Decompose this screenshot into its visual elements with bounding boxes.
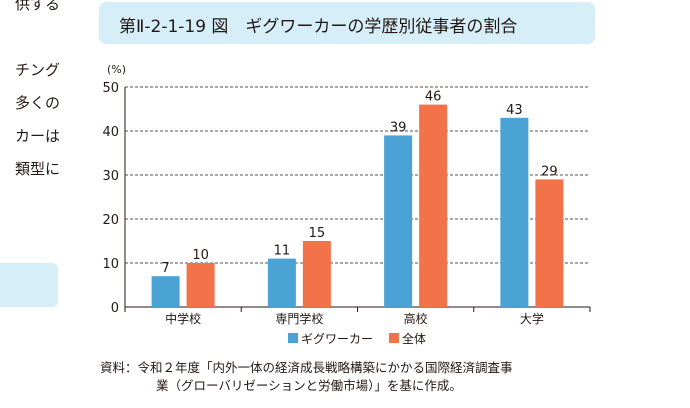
side-text-line-4: カーは xyxy=(14,127,60,145)
side-text-line-5: 類型に xyxy=(14,160,60,178)
side-text-line-1: 供する xyxy=(14,0,60,13)
y-unit-label: (%) xyxy=(107,63,126,76)
figure-title-box: 第Ⅱ-2-1-19 図 ギグワーカーの学歴別従事者の割合 xyxy=(99,2,595,44)
bar-overall xyxy=(302,241,331,307)
y-tick-label: 40 xyxy=(102,125,119,140)
data-label: 7 xyxy=(161,261,169,276)
bar-overall xyxy=(535,179,564,307)
data-label: 39 xyxy=(390,120,407,135)
legend-swatch xyxy=(389,333,399,343)
x-tick-label: 専門学校 xyxy=(275,311,323,326)
x-tick-label: 高校 xyxy=(404,311,428,326)
y-tick-label: 10 xyxy=(102,257,119,272)
source-note-line-2: 業（グローバリゼーションと労働市場）」を基に作成。 xyxy=(156,378,462,393)
data-label: 15 xyxy=(309,226,326,241)
bar-overall xyxy=(419,104,448,307)
figure-title: 第Ⅱ-2-1-19 図 ギグワーカーの学歴別従事者の割合 xyxy=(119,17,518,37)
side-callout-box xyxy=(0,263,58,307)
bar-layer xyxy=(151,104,564,307)
y-tick-label: 0 xyxy=(111,301,119,316)
y-tick-label: 50 xyxy=(102,81,119,96)
y-tick-label: 20 xyxy=(102,213,119,228)
axis-layer: 0 10 20 30 40 50 中学校 専門学校 高校 大学 xyxy=(102,81,591,326)
data-label: 29 xyxy=(541,164,558,179)
source-note: 資料：令和２年度「内外一体の経済成長戦略構築にかかる国際経済調査事 業（グローバ… xyxy=(100,359,660,395)
x-tick-label: 中学校 xyxy=(165,311,201,326)
legend-label: 全体 xyxy=(402,331,426,346)
label-layer: 7 10 11 15 39 46 43 29 xyxy=(161,90,557,277)
data-label: 10 xyxy=(192,248,209,263)
legend-swatch xyxy=(288,333,298,343)
bar-chart: (%) 0 10 20 30 40 50 中学校 専門学校 高校 大学 7 10 11 15 39 46 43… xyxy=(102,63,591,346)
y-tick-label: 30 xyxy=(102,169,119,184)
bar-gig-worker xyxy=(500,117,529,307)
bar-gig-worker xyxy=(267,258,296,307)
side-text-line-3: 多くの xyxy=(14,94,60,112)
legend: ギグワーカー 全体 xyxy=(288,331,426,346)
bar-gig-worker xyxy=(384,135,413,307)
source-note-line-1: 資料：令和２年度「内外一体の経済成長戦略構築にかかる国際経済調査事 xyxy=(100,360,513,375)
side-text-line-2: チング xyxy=(14,61,60,79)
bar-overall xyxy=(186,263,215,307)
x-tick-label: 大学 xyxy=(520,311,544,326)
bar-gig-worker xyxy=(151,276,180,307)
data-label: 43 xyxy=(506,103,523,118)
legend-label: ギグワーカー xyxy=(301,332,373,346)
data-label: 11 xyxy=(274,244,291,259)
data-label: 46 xyxy=(425,90,442,105)
